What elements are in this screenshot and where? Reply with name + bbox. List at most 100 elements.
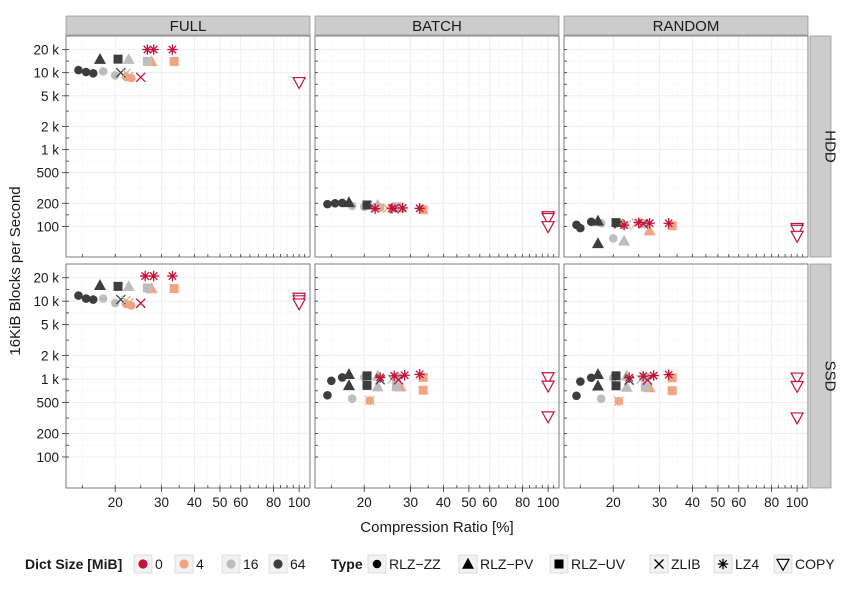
- point-triangle-dict-16: [618, 234, 631, 246]
- point-square-dict-64: [113, 54, 123, 64]
- y-tick-label: 1 k: [41, 143, 59, 158]
- panel-full-ssd: [65, 263, 311, 489]
- legend-swatch: [226, 559, 236, 569]
- strip-label: BATCH: [412, 18, 462, 35]
- strip-background: [809, 35, 832, 258]
- point-asterisk-dict-0: [414, 203, 425, 214]
- legend-type-label: ZLIB: [671, 556, 701, 572]
- x-tick-label: 60: [731, 495, 746, 510]
- point-triangle-down-dict-0: [790, 224, 805, 238]
- point-triangle-dict-4: [643, 224, 656, 236]
- legend-type-label: RLZ−ZZ: [389, 556, 441, 572]
- point-circle-dict-64: [88, 69, 98, 78]
- strip-label: SSD: [822, 361, 839, 392]
- point-circle-dict-64: [74, 65, 83, 75]
- point-asterisk-dict-0: [167, 44, 178, 55]
- legend-type-title: Type: [331, 556, 363, 572]
- point-triangle-dict-64: [342, 379, 355, 391]
- strip-label: HDD: [822, 130, 839, 163]
- point-triangle-down-dict-0: [541, 212, 556, 226]
- point-circle-dict-64: [330, 198, 340, 208]
- y-tick-label: 100: [36, 450, 59, 465]
- strip-background: [314, 15, 560, 36]
- point-x-dict-4: [123, 297, 134, 308]
- point-asterisk-dict-0: [148, 270, 159, 282]
- point-square-dict-16: [142, 56, 152, 66]
- point-circle-dict-16: [347, 394, 357, 404]
- point-asterisk-dict-0: [663, 218, 674, 229]
- point-triangle-dict-16: [122, 52, 135, 64]
- legend-shape-square: [554, 559, 564, 569]
- panel-border: [314, 35, 560, 258]
- point-square-dict-16: [391, 382, 401, 392]
- legend-dict-label: 64: [290, 556, 306, 572]
- x-tick-label: 50: [212, 495, 227, 510]
- point-triangle-down-dict-0: [541, 221, 556, 234]
- legend: Dict Size [MiB] 0 4 16 64 Type RLZ−ZZ RLZ−PV RLZ…: [25, 554, 835, 574]
- x-tick-label: 80: [266, 495, 281, 510]
- y-tick-label: 10 k: [33, 294, 59, 309]
- point-circle-dict-64: [572, 391, 581, 401]
- point-asterisk-dict-0: [663, 369, 674, 380]
- point-circle-dict-64: [576, 223, 585, 233]
- strips-layer: FULL BATCH RANDOM HDD SSD: [65, 15, 839, 489]
- point-triangle-dict-64: [591, 214, 604, 226]
- panel-border: [563, 263, 809, 489]
- point-circle-dict-16: [596, 394, 606, 404]
- point-x-dict-4: [123, 71, 134, 82]
- point-circle-dict-64: [327, 376, 336, 386]
- point-triangle-down-dict-0: [790, 412, 805, 426]
- point-triangle-down-dict-0: [541, 372, 556, 385]
- strip-background: [65, 15, 311, 36]
- legend-type-rlz-zz: RLZ−ZZ: [367, 554, 441, 574]
- point-triangle-dict-64: [591, 368, 604, 380]
- panel-border: [563, 35, 809, 258]
- point-square-dict-64: [362, 371, 372, 381]
- y-tick-label: 5 k: [41, 89, 59, 104]
- strip-hdd: HDD: [809, 35, 839, 258]
- point-square-dict-64: [611, 218, 621, 228]
- legend-dict-4: 4: [174, 554, 204, 574]
- legend-shape-x: [654, 559, 664, 569]
- point-triangle-dict-64: [342, 196, 355, 208]
- point-square-dict-64: [362, 380, 372, 390]
- y-axis-title: 16KiB Blocks per Second: [7, 186, 24, 355]
- x-tick-label: 50: [461, 495, 476, 510]
- point-square-dict-4: [418, 385, 428, 395]
- x-tick-label: 100: [288, 495, 311, 510]
- data-points: [74, 270, 307, 312]
- panel-batch-hdd: [314, 35, 560, 258]
- point-x-dict-0: [135, 72, 146, 83]
- point-asterisk-dict-0: [148, 44, 159, 55]
- point-asterisk-dict-0: [388, 370, 400, 382]
- x-tick-label: 20: [606, 495, 621, 510]
- point-square-dict-4: [169, 284, 179, 294]
- legend-dict-title: Dict Size [MiB]: [25, 556, 122, 572]
- point-asterisk-dict-0: [414, 369, 425, 380]
- x-tick-label: 40: [187, 495, 202, 510]
- point-circle-dict-64: [586, 373, 596, 383]
- strip-background: [563, 15, 809, 36]
- point-asterisk-dict-0: [167, 270, 178, 282]
- y-tick-label: 200: [36, 196, 59, 211]
- legend-shape-triangle: [462, 557, 474, 569]
- point-circle-dict-64: [576, 377, 585, 386]
- y-axis: 100 200 500 1 k 2 k 5 k 10 k 20 k 100 200 500 1 k 2 …: [33, 43, 66, 465]
- point-circle-dict-64: [323, 390, 332, 400]
- point-square-dict-16: [142, 283, 152, 293]
- x-tick-label: 30: [652, 495, 667, 510]
- x-tick-label: 30: [154, 495, 169, 510]
- point-asterisk-dict-0: [369, 203, 381, 214]
- panel-random-ssd: [563, 263, 809, 489]
- point-triangle-dict-64: [591, 379, 604, 391]
- point-circle-dict-64: [81, 67, 91, 77]
- data-points: [323, 196, 556, 234]
- point-triangle-down-dict-0: [790, 372, 805, 386]
- y-tick-label: 20 k: [33, 271, 59, 286]
- point-square-dict-64: [113, 281, 123, 291]
- point-circle-dict-64: [323, 199, 332, 209]
- point-asterisk-dict-0: [623, 372, 635, 383]
- point-circle-dict-16: [98, 294, 108, 303]
- panel-batch-ssd: [314, 263, 560, 489]
- point-circle-dict-64: [337, 373, 347, 382]
